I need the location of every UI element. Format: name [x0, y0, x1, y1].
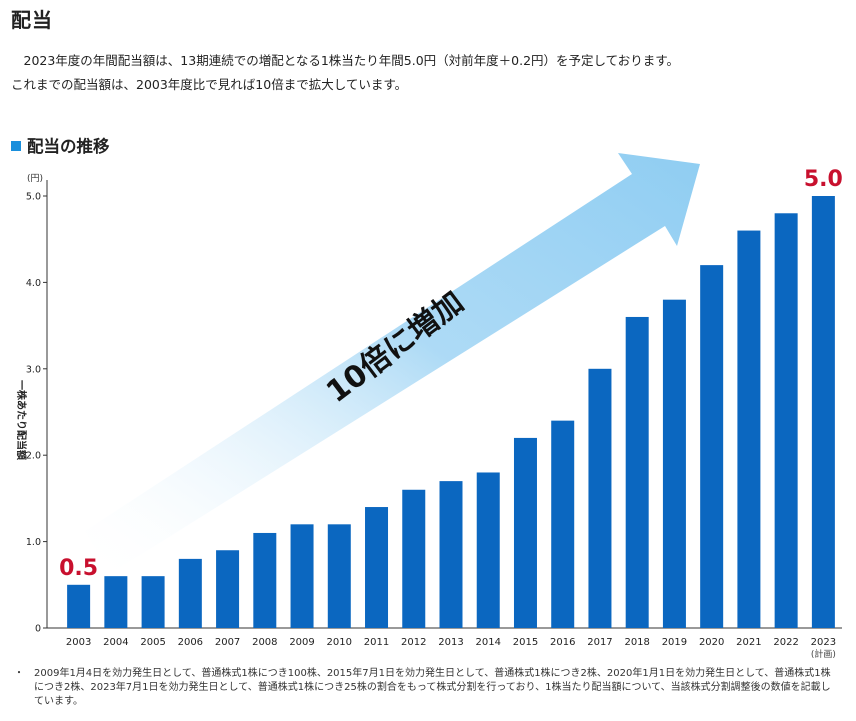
- x-tick-label: 2007: [215, 637, 240, 648]
- bar-2021: [737, 230, 761, 628]
- bar-2013: [439, 481, 463, 628]
- page-title: 配当: [11, 8, 53, 32]
- x-tick-label: 2016: [550, 637, 575, 648]
- x-tick-label: 2013: [438, 637, 463, 648]
- x-tick-label: 2010: [327, 637, 352, 648]
- data-label-2023: 5.0: [804, 167, 843, 192]
- y-tick-label: 1.0: [26, 537, 41, 548]
- bar-2010: [327, 524, 351, 628]
- bar-2017: [588, 368, 612, 628]
- square-bullet-icon: [11, 141, 21, 151]
- bar-series: [67, 196, 835, 628]
- bar-2015: [513, 437, 537, 628]
- bar-2019: [662, 299, 686, 628]
- chart-heading-label: 配当の推移: [27, 137, 110, 156]
- x-tick-label: 2021: [736, 637, 761, 648]
- bar-2020: [700, 265, 724, 628]
- bar-2003: [67, 584, 91, 628]
- x-tick-label: 2023: [811, 637, 836, 648]
- bar-2016: [551, 420, 575, 628]
- bar-2018: [625, 316, 649, 628]
- x-tick-label: 2006: [178, 637, 203, 648]
- x-tick-note: (計画): [811, 648, 836, 660]
- x-axis-labels: 2003 2004 2005 2006 2007 2008 2009 2010 2011 2012…: [66, 637, 836, 660]
- x-tick-label: 2005: [140, 637, 165, 648]
- data-labels: 0.5 5.0: [59, 167, 843, 581]
- x-tick-label: 2004: [103, 637, 128, 648]
- dividend-bar-chart: 10倍に増加 01.02.03.04.05.0 2003 2004 2005 2006…: [15, 153, 843, 660]
- bar-2022: [774, 213, 798, 628]
- bar-2009: [290, 524, 314, 628]
- bar-2014: [476, 472, 500, 628]
- y-tick-label: 4.0: [26, 278, 41, 289]
- x-tick-label: 2020: [699, 637, 724, 648]
- intro-text-line-2: これまでの配当額は、2003年度比で見れば10倍まで拡大しています。: [11, 77, 408, 92]
- x-tick-label: 2018: [624, 637, 649, 648]
- footnote: ・ 2009年1月4日を効力発生日として、普通株式1株につき100株、2015年…: [14, 667, 840, 709]
- x-tick-label: 2009: [289, 637, 314, 648]
- footnote-text: 2009年1月4日を効力発生日として、普通株式1株につき100株、2015年7月…: [34, 668, 831, 707]
- x-tick-label: 2017: [587, 637, 612, 648]
- footnote-bullet: ・: [14, 668, 24, 679]
- bar-2006: [178, 558, 202, 628]
- bar-2005: [141, 576, 165, 628]
- bar-2007: [216, 550, 240, 628]
- x-tick-label: 2019: [662, 637, 687, 648]
- x-tick-label: 2008: [252, 637, 277, 648]
- data-label-2003: 0.5: [59, 556, 98, 581]
- x-tick-label: 2022: [773, 637, 798, 648]
- x-tick-label: 2003: [66, 637, 91, 648]
- chart-heading: 配当の推移: [11, 133, 110, 157]
- y-tick-label: 5.0: [26, 192, 41, 203]
- intro-text-line-1: 2023年度の年間配当額は、13期連続での増配となる1株当たり年間5.0円（対前…: [11, 53, 680, 68]
- bar-2008: [253, 532, 277, 628]
- x-tick-label: 2015: [513, 637, 538, 648]
- y-tick-label: 2.0: [26, 451, 41, 462]
- y-tick-label: 3.0: [26, 364, 41, 375]
- x-tick-label: 2012: [401, 637, 426, 648]
- x-tick-label: 2014: [476, 637, 501, 648]
- y-axis-label: 一株あたり配当額: [15, 380, 28, 460]
- bar-2023: [811, 196, 835, 628]
- growth-arrow: [85, 153, 700, 574]
- y-tick-label: 0: [35, 624, 41, 635]
- bar-2012: [402, 489, 426, 628]
- bar-2004: [104, 576, 128, 628]
- bar-2011: [365, 507, 389, 628]
- x-tick-label: 2011: [364, 637, 389, 648]
- y-axis-unit: (円): [27, 173, 43, 184]
